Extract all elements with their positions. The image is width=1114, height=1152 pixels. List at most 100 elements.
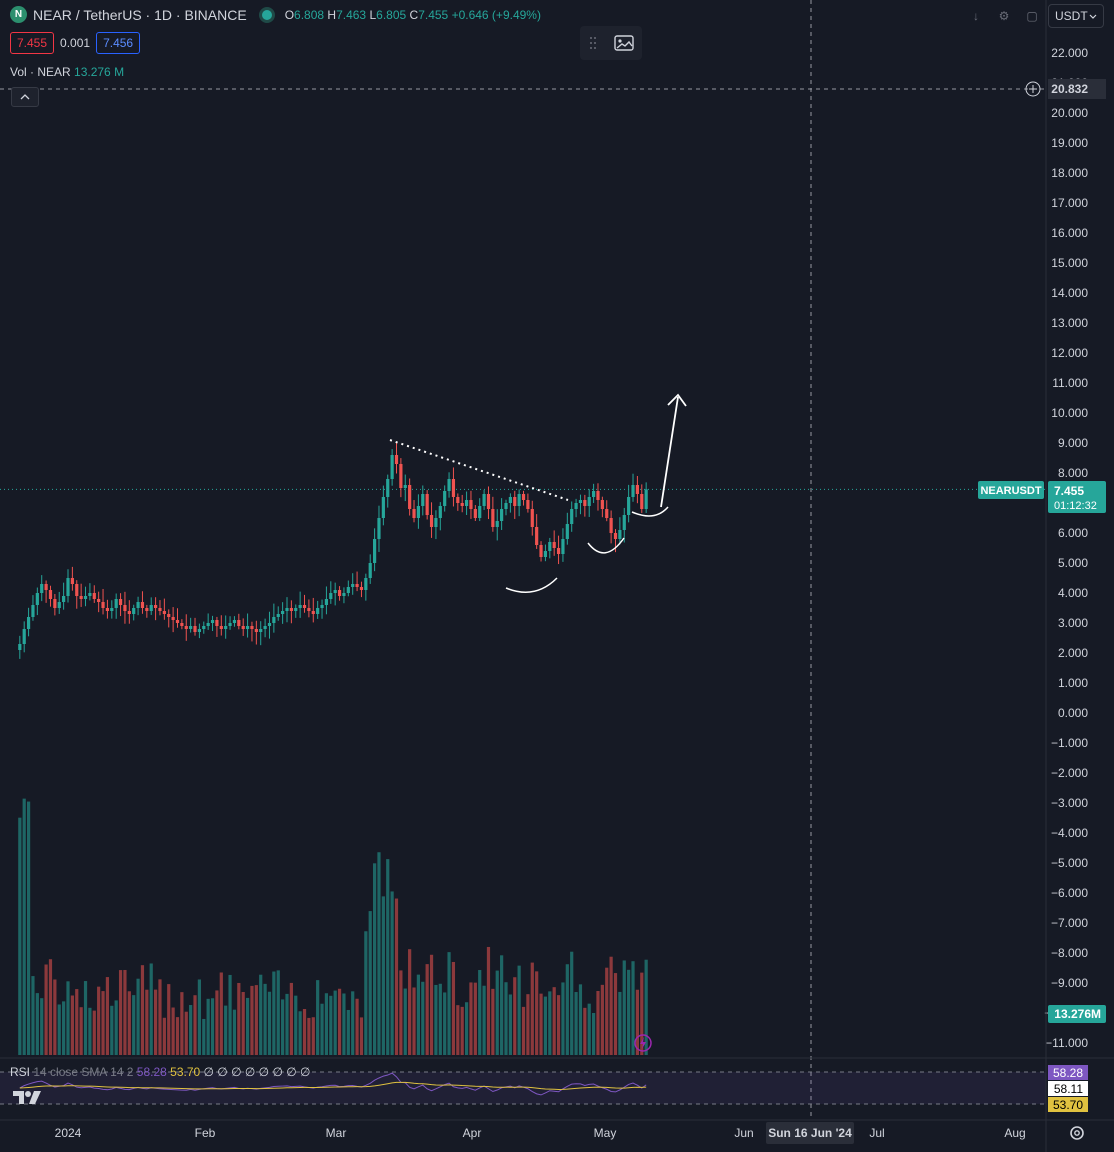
volume-bar [460,1006,464,1055]
gear-icon[interactable] [1066,1122,1088,1144]
time-axis-label: Mar [326,1126,347,1140]
volume-bar [486,946,491,1055]
volume-bar [18,817,22,1055]
price-axis-label: 14.000 [1051,286,1088,300]
candle-body [311,611,315,614]
volume-bar [574,992,578,1055]
volume-bar [75,989,79,1055]
candle-body [491,509,495,527]
candles [18,442,648,659]
volume-bar [167,984,171,1055]
volume-bar [53,979,57,1055]
volume-bar [324,993,329,1055]
candle-body [631,485,635,497]
candle-body [548,542,552,551]
ask-button[interactable]: 7.456 [96,32,141,54]
volume-bar [548,991,552,1055]
tradingview-logo[interactable] [12,1088,46,1106]
candle-body [57,602,61,608]
rsi-axis-pill [1048,1097,1088,1112]
volume-bar [88,1007,92,1055]
image-icon[interactable] [613,34,634,52]
volume-bar [592,1012,596,1055]
price-axis-label: 10.000 [1051,406,1088,420]
time-axis-label: Apr [463,1126,482,1140]
price-axis-label: −1.000 [1051,736,1088,750]
candle-body [92,593,96,599]
rsi-axis-label: 53.70 [1053,1098,1083,1112]
candle-body [123,605,127,611]
candle-body [44,584,48,590]
drag-handle-icon[interactable] [589,36,597,50]
volume-bar [587,1003,591,1055]
candle-body [53,599,57,608]
candle-body [451,479,456,497]
price-axis-label: 20.000 [1051,106,1088,120]
countdown-label: 01:12:32 [1054,500,1097,512]
candle-body [399,464,403,488]
volume-bar [561,982,565,1055]
candle-body [552,542,556,548]
price-axis-label: −5.000 [1051,856,1088,870]
volume-tag-pill [1048,1005,1106,1023]
candle-body [644,489,648,509]
settings-icon[interactable]: ⚙ [998,9,1010,23]
time-axis-label: Feb [195,1126,216,1140]
rsi-line [19,1072,647,1096]
candle-body [167,614,171,617]
candle-body [373,539,377,563]
candle-body [513,497,517,506]
add-alert-icon [1025,81,1041,97]
price-axis-label: 16.000 [1051,226,1088,240]
screenshot-toolbar[interactable] [580,26,642,60]
bid-button[interactable]: 7.455 [10,32,55,54]
candle-body [302,605,307,608]
candle-body [97,599,101,602]
volume-bar [101,991,105,1055]
volume-bar [302,1008,307,1055]
currency-selector[interactable]: USDT [1048,4,1104,28]
price-axis-label: 1.000 [1058,676,1088,690]
candle-body [232,620,237,623]
download-arrow-icon[interactable]: ↓ [973,9,979,23]
candle-body [202,626,206,629]
drawings[interactable] [389,393,687,593]
fullscreen-icon[interactable]: ▢ [1026,9,1038,23]
candle-body [180,623,184,626]
volume-bar [245,997,250,1055]
spread-value: 0.001 [60,36,91,50]
market-status-icon[interactable] [258,6,275,23]
candle-body [640,494,644,509]
candle-body [583,500,587,506]
volume-bar [482,985,486,1055]
candle-body [346,587,350,593]
candle-body [416,506,420,518]
base-arc-drawing [631,506,669,517]
candle-body [478,506,482,518]
candle-body [83,596,88,599]
candle-body [429,515,434,527]
symbol-title[interactable]: NEAR / TetherUS · 1D · BINANCE [33,6,247,23]
candle-body [189,626,193,629]
volume-bar [281,999,285,1055]
volume-bar [154,989,158,1055]
candle-body [425,494,429,515]
collapse-legend-button[interactable] [11,87,39,107]
volume-bar [263,983,267,1055]
volume-bar [526,994,530,1055]
candle-body [530,509,534,527]
candle-body [355,584,359,587]
volume-bar [149,963,153,1055]
volume-bar [613,973,618,1055]
candle-body [464,500,469,506]
volume-bar [228,974,232,1055]
volume-bar [118,970,123,1055]
candle-body [504,503,508,509]
volume-bar [140,965,145,1055]
volume-bar [434,984,438,1055]
candle-body [298,605,302,608]
ohlc-values: O6.808 H7.463 L6.805 C7.455 +0.646 (+9.4… [284,7,541,22]
candle-body [215,620,219,626]
volume-bar [259,974,263,1055]
